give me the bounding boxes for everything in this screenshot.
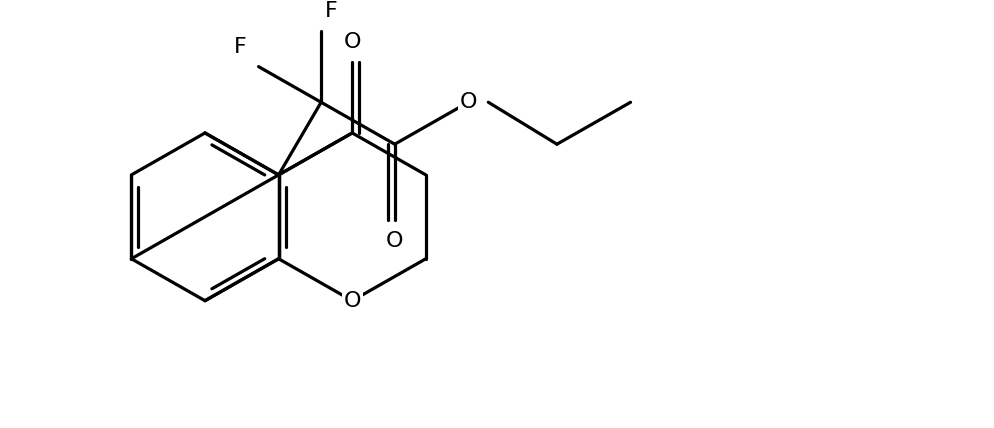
Text: O: O [386,232,404,251]
Text: F: F [325,1,338,21]
Text: O: O [344,291,361,311]
Text: O: O [344,32,361,52]
Text: F: F [235,37,247,57]
Text: O: O [459,92,477,112]
